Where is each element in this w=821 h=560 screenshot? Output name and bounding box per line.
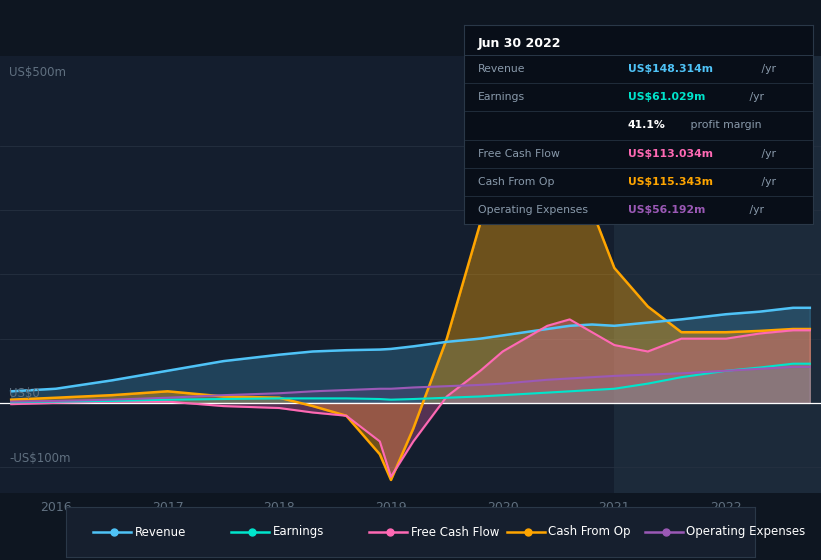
Text: US$113.034m: US$113.034m — [628, 148, 713, 158]
Text: Revenue: Revenue — [478, 64, 525, 74]
Text: /yr: /yr — [759, 148, 777, 158]
Text: US$500m: US$500m — [9, 66, 66, 79]
Bar — [614, 56, 821, 493]
Text: US$56.192m: US$56.192m — [628, 205, 705, 215]
Text: /yr: /yr — [759, 64, 777, 74]
Text: Revenue: Revenue — [135, 525, 186, 539]
Text: Free Cash Flow: Free Cash Flow — [410, 525, 499, 539]
Text: US$0: US$0 — [9, 388, 39, 400]
Text: Earnings: Earnings — [273, 525, 324, 539]
Text: US$115.343m: US$115.343m — [628, 177, 713, 186]
Text: Cash From Op: Cash From Op — [478, 177, 554, 186]
Text: Operating Expenses: Operating Expenses — [478, 205, 588, 215]
Text: profit margin: profit margin — [687, 120, 762, 130]
Text: Earnings: Earnings — [478, 92, 525, 102]
Text: 41.1%: 41.1% — [628, 120, 666, 130]
Text: Jun 30 2022: Jun 30 2022 — [478, 37, 562, 50]
Text: /yr: /yr — [746, 205, 764, 215]
Text: US$61.029m: US$61.029m — [628, 92, 705, 102]
Text: Operating Expenses: Operating Expenses — [686, 525, 805, 539]
Text: Cash From Op: Cash From Op — [548, 525, 631, 539]
Text: /yr: /yr — [746, 92, 764, 102]
Text: US$148.314m: US$148.314m — [628, 64, 713, 74]
Text: Free Cash Flow: Free Cash Flow — [478, 148, 560, 158]
Text: -US$100m: -US$100m — [9, 451, 71, 465]
Text: /yr: /yr — [759, 177, 777, 186]
